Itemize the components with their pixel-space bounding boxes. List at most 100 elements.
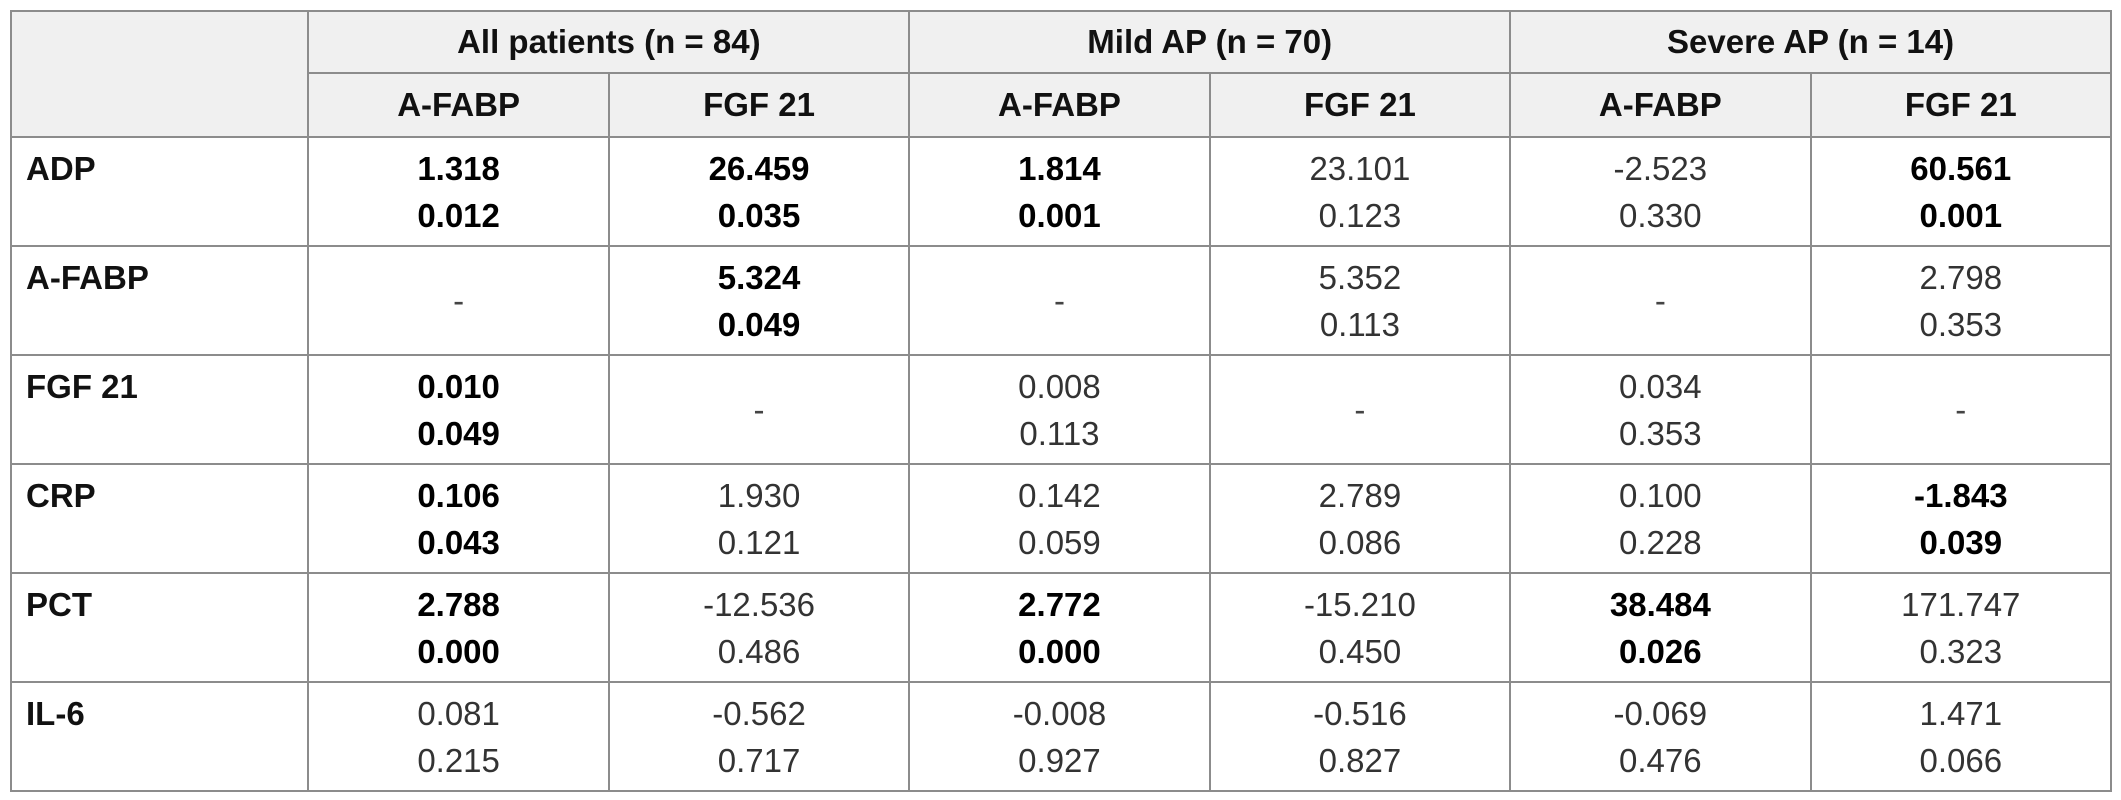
- row-label: ADP: [9, 136, 310, 247]
- data-cell: 0.034 0.353: [1509, 354, 1812, 465]
- table-row: ADP 1.318 0.012 26.459 0.035 1.814 0.001 23.101…: [9, 136, 2113, 247]
- table-row: A-FABP - 5.324 0.049 - 5.352 0.113 - 2.798 0.353: [9, 245, 2113, 356]
- row-label: CRP: [9, 463, 310, 574]
- data-cell: 1.471 0.066: [1809, 681, 2113, 792]
- coefficient-value: 1.471: [1919, 694, 2003, 732]
- p-value: 0.086: [1318, 523, 1402, 561]
- data-cell: 2.789 0.086: [1208, 463, 1512, 574]
- subheader-fgf21: FGF 21: [1208, 72, 1512, 138]
- coefficient-value: -12.536: [703, 585, 816, 623]
- data-cell: 1.318 0.012: [307, 136, 610, 247]
- data-cell: 60.561 0.001: [1809, 136, 2113, 247]
- p-value: 0.001: [1919, 196, 2003, 234]
- data-cell: 1.814 0.001: [908, 136, 1211, 247]
- p-value: 0.049: [717, 305, 801, 343]
- coefficient-value: 1.318: [417, 149, 500, 187]
- coefficient-value: -0.516: [1313, 694, 1407, 732]
- data-cell: 0.008 0.113: [908, 354, 1211, 465]
- data-cell: -: [307, 245, 610, 356]
- p-value: 0.113: [1319, 305, 1400, 343]
- p-value: 0.330: [1619, 196, 1702, 234]
- data-cell: -: [1809, 354, 2113, 465]
- data-cell: -1.843 0.039: [1809, 463, 2113, 574]
- data-cell: -2.523 0.330: [1509, 136, 1812, 247]
- data-cell: -: [1208, 354, 1512, 465]
- group-header-severe-ap: Severe AP (n = 14): [1509, 10, 2112, 74]
- p-value: 0.012: [417, 196, 500, 234]
- coefficient-value: -0.069: [1613, 694, 1708, 732]
- row-label: PCT: [9, 572, 310, 683]
- group-header-row: All patients (n = 84) Mild AP (n = 70) S…: [9, 10, 2112, 138]
- data-cell: 2.798 0.353: [1809, 245, 2113, 356]
- p-value: 0.066: [1919, 741, 2003, 779]
- p-value: 0.827: [1318, 741, 1402, 779]
- empty-value-dash: -: [753, 391, 765, 428]
- data-cell: 5.324 0.049: [607, 245, 911, 356]
- coefficient-value: -15.210: [1303, 585, 1416, 623]
- p-value: 0.450: [1318, 632, 1402, 670]
- p-value: 0.228: [1619, 523, 1702, 561]
- data-cell: 0.142 0.059: [908, 463, 1211, 574]
- p-value: 0.043: [417, 523, 500, 561]
- group-header-mild-ap: Mild AP (n = 70): [908, 10, 1512, 74]
- p-value: 0.353: [1919, 305, 2003, 343]
- table-row: IL-6 0.081 0.215 -0.562 0.717 -0.008 0.927 -0.5…: [9, 681, 2113, 792]
- empty-value-dash: -: [1053, 282, 1065, 319]
- p-value: 0.113: [1019, 414, 1100, 452]
- coefficient-value: 0.010: [417, 367, 500, 405]
- coefficient-value: 23.101: [1309, 149, 1411, 187]
- coefficient-value: 0.081: [417, 694, 500, 732]
- empty-value-dash: -: [453, 282, 465, 319]
- p-value: 0.476: [1619, 741, 1702, 779]
- p-value: 0.927: [1018, 741, 1101, 779]
- p-value: 0.215: [417, 741, 500, 779]
- coefficient-value: 0.142: [1018, 476, 1101, 514]
- data-cell: 2.772 0.000: [908, 572, 1211, 683]
- coefficient-value: 2.789: [1318, 476, 1402, 514]
- coefficient-value: 171.747: [1901, 585, 2021, 623]
- data-cell: -: [1509, 245, 1812, 356]
- data-cell: -: [607, 354, 911, 465]
- data-cell: -: [908, 245, 1211, 356]
- empty-value-dash: -: [1654, 282, 1666, 319]
- coefficient-value: -2.523: [1613, 149, 1708, 187]
- coefficient-value: 2.772: [1018, 585, 1101, 623]
- subheader-fgf21: FGF 21: [607, 72, 911, 138]
- p-value: 0.000: [1018, 632, 1101, 670]
- p-value: 0.001: [1018, 196, 1101, 234]
- subheader-a-fabp: A-FABP: [307, 72, 610, 138]
- data-cell: 171.747 0.323: [1809, 572, 2113, 683]
- subheader-a-fabp: A-FABP: [1509, 72, 1812, 138]
- coefficient-value: 26.459: [708, 149, 810, 187]
- coefficient-value: 1.930: [717, 476, 801, 514]
- coefficient-value: -0.008: [1012, 694, 1107, 732]
- data-cell: 38.484 0.026: [1509, 572, 1812, 683]
- data-cell: -15.210 0.450: [1208, 572, 1512, 683]
- coefficient-value: 0.100: [1619, 476, 1702, 514]
- coefficient-value: 60.561: [1910, 149, 2012, 187]
- coefficient-value: 1.814: [1018, 149, 1101, 187]
- coefficient-value: -1.843: [1913, 476, 2008, 514]
- row-label: FGF 21: [9, 354, 310, 465]
- p-value: 0.000: [417, 632, 500, 670]
- coefficient-value: -0.562: [712, 694, 806, 732]
- coefficient-value: 0.106: [417, 476, 500, 514]
- data-cell: -0.008 0.927: [908, 681, 1211, 792]
- p-value: 0.039: [1919, 523, 2003, 561]
- p-value: 0.059: [1018, 523, 1101, 561]
- data-cell: -0.562 0.717: [607, 681, 911, 792]
- data-cell: 0.106 0.043: [307, 463, 610, 574]
- p-value: 0.717: [717, 741, 801, 779]
- subheader-row: A-FABP FGF 21 A-FABP FGF 21 A-FABP FGF 2…: [11, 72, 2113, 138]
- coefficient-value: 0.034: [1619, 367, 1702, 405]
- empty-value-dash: -: [1955, 391, 1967, 428]
- data-cell: 23.101 0.123: [1208, 136, 1512, 247]
- coefficient-value: 2.788: [417, 585, 500, 623]
- table-row: CRP 0.106 0.043 1.930 0.121 0.142 0.059 2.789 0.…: [9, 463, 2113, 574]
- subheader-a-fabp: A-FABP: [908, 72, 1211, 138]
- coefficient-value: 0.008: [1018, 367, 1101, 405]
- data-cell: 1.930 0.121: [607, 463, 911, 574]
- p-value: 0.486: [717, 632, 801, 670]
- p-value: 0.026: [1619, 632, 1702, 670]
- p-value: 0.353: [1619, 414, 1702, 452]
